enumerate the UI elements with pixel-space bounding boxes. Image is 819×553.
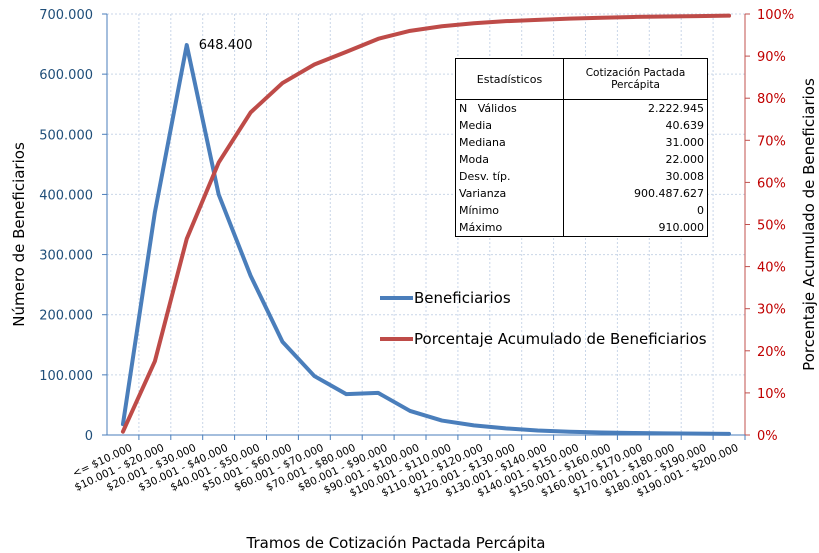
stats-row: Varianza 900.487.627	[455, 185, 708, 202]
y2-tick-label: 50%	[757, 219, 786, 234]
stats-value: 30.008	[563, 168, 708, 185]
data-point	[408, 409, 412, 413]
data-point	[567, 17, 572, 21]
stats-label: N Válidos	[455, 99, 564, 117]
y2-tick-label: 20%	[757, 345, 786, 360]
data-point	[599, 16, 604, 20]
stats-row: Desv. típ. 30.008	[455, 168, 708, 185]
stats-row: Media 40.639	[455, 117, 708, 134]
y2-tick-label: 80%	[757, 92, 786, 107]
data-point	[217, 192, 221, 197]
y2-tick-label: 60%	[757, 176, 786, 191]
data-point	[280, 340, 285, 344]
stats-value: 40.639	[563, 117, 708, 134]
data-point	[663, 431, 667, 435]
data-point	[631, 15, 635, 19]
y2-tick-label: 90%	[757, 50, 786, 65]
x-axis-title: Tramos de Cotización Pactada Percápita	[246, 534, 546, 552]
legend-label: Porcentaje Acumulado de Beneficiarios	[414, 330, 707, 348]
y2-tick-label: 30%	[757, 303, 786, 318]
data-point	[663, 14, 667, 19]
data-point	[695, 14, 699, 18]
data-point	[504, 19, 508, 23]
data-point	[567, 430, 572, 434]
data-point	[631, 431, 635, 435]
data-point	[153, 359, 157, 363]
data-point	[248, 274, 253, 278]
data-point	[727, 14, 731, 18]
stats-value: 31.000	[563, 134, 708, 151]
data-point	[312, 62, 316, 67]
data-point	[440, 24, 444, 28]
stats-row: Moda 22.000	[455, 151, 708, 168]
data-point	[376, 37, 380, 41]
y-tick-label: 200.000	[39, 309, 93, 324]
stats-label: Desv. típ.	[455, 168, 564, 185]
stats-header-row: Estadísticos Cotización Pactada Percápit…	[455, 58, 708, 100]
y-tick-label: 0	[85, 429, 93, 444]
stats-label: Máximo	[455, 219, 564, 237]
y2-tick-label: 0%	[757, 429, 778, 444]
stats-label: Mediana	[455, 134, 564, 151]
stats-row: Máximo 910.000	[455, 219, 708, 237]
data-point	[344, 392, 348, 396]
stats-label: Media	[455, 117, 564, 134]
peak-annotation: 648.400	[199, 38, 253, 53]
data-point	[248, 110, 253, 115]
y2-tick-label: 10%	[757, 387, 786, 402]
y-tick-label: 100.000	[39, 369, 93, 384]
stats-header-right: Cotización Pactada Percápita	[563, 58, 708, 100]
legend-label: Beneficiarios	[414, 289, 511, 307]
data-point	[185, 43, 189, 47]
y2-axis-title: Porcentaje Acumulado de Beneficiarios	[800, 78, 818, 371]
stats-value: 910.000	[563, 219, 708, 237]
stats-row: Mediana 31.000	[455, 134, 708, 151]
statistics-table: Estadísticos Cotización Pactada Percápit…	[455, 58, 708, 237]
y-tick-label: 600.000	[39, 68, 93, 83]
stats-value: 0	[563, 202, 708, 219]
stats-row: N Válidos 2.222.945	[455, 99, 708, 117]
data-point	[472, 423, 476, 427]
stats-header-left: Estadísticos	[455, 58, 564, 100]
data-point	[599, 430, 604, 435]
y-tick-label: 300.000	[39, 249, 93, 264]
data-point	[440, 418, 444, 423]
data-point	[153, 210, 157, 215]
stats-value: 900.487.627	[563, 185, 708, 202]
data-point	[121, 422, 125, 426]
y-tick-label: 500.000	[39, 128, 93, 143]
series-line-porcentaje-acumulado	[120, 13, 732, 434]
y-axis-title: Número de Beneficiarios	[10, 142, 28, 327]
data-point	[504, 426, 508, 430]
stats-label: Varianza	[455, 185, 564, 202]
y-tick-label: 700.000	[39, 8, 93, 23]
data-point	[344, 50, 348, 54]
data-point	[408, 29, 412, 33]
stats-label: Mínimo	[455, 202, 564, 219]
stats-row: Mínimo 0	[455, 202, 708, 219]
stats-label: Moda	[455, 151, 564, 168]
data-point	[727, 432, 731, 436]
data-point	[536, 18, 540, 22]
data-point	[376, 391, 380, 395]
data-point	[695, 432, 699, 436]
data-point	[472, 21, 476, 25]
y2-tick-label: 100%	[757, 8, 794, 23]
data-point	[217, 161, 221, 165]
y2-tick-label: 40%	[757, 261, 786, 276]
data-point	[280, 81, 285, 85]
y-tick-label: 400.000	[39, 188, 93, 203]
data-point	[185, 237, 189, 241]
y2-tick-label: 70%	[757, 134, 786, 149]
data-point	[536, 428, 540, 433]
stats-value: 22.000	[563, 151, 708, 168]
stats-value: 2.222.945	[563, 99, 708, 117]
data-point	[312, 374, 316, 378]
data-point	[121, 430, 125, 434]
series-line-beneficiarios	[120, 43, 732, 436]
